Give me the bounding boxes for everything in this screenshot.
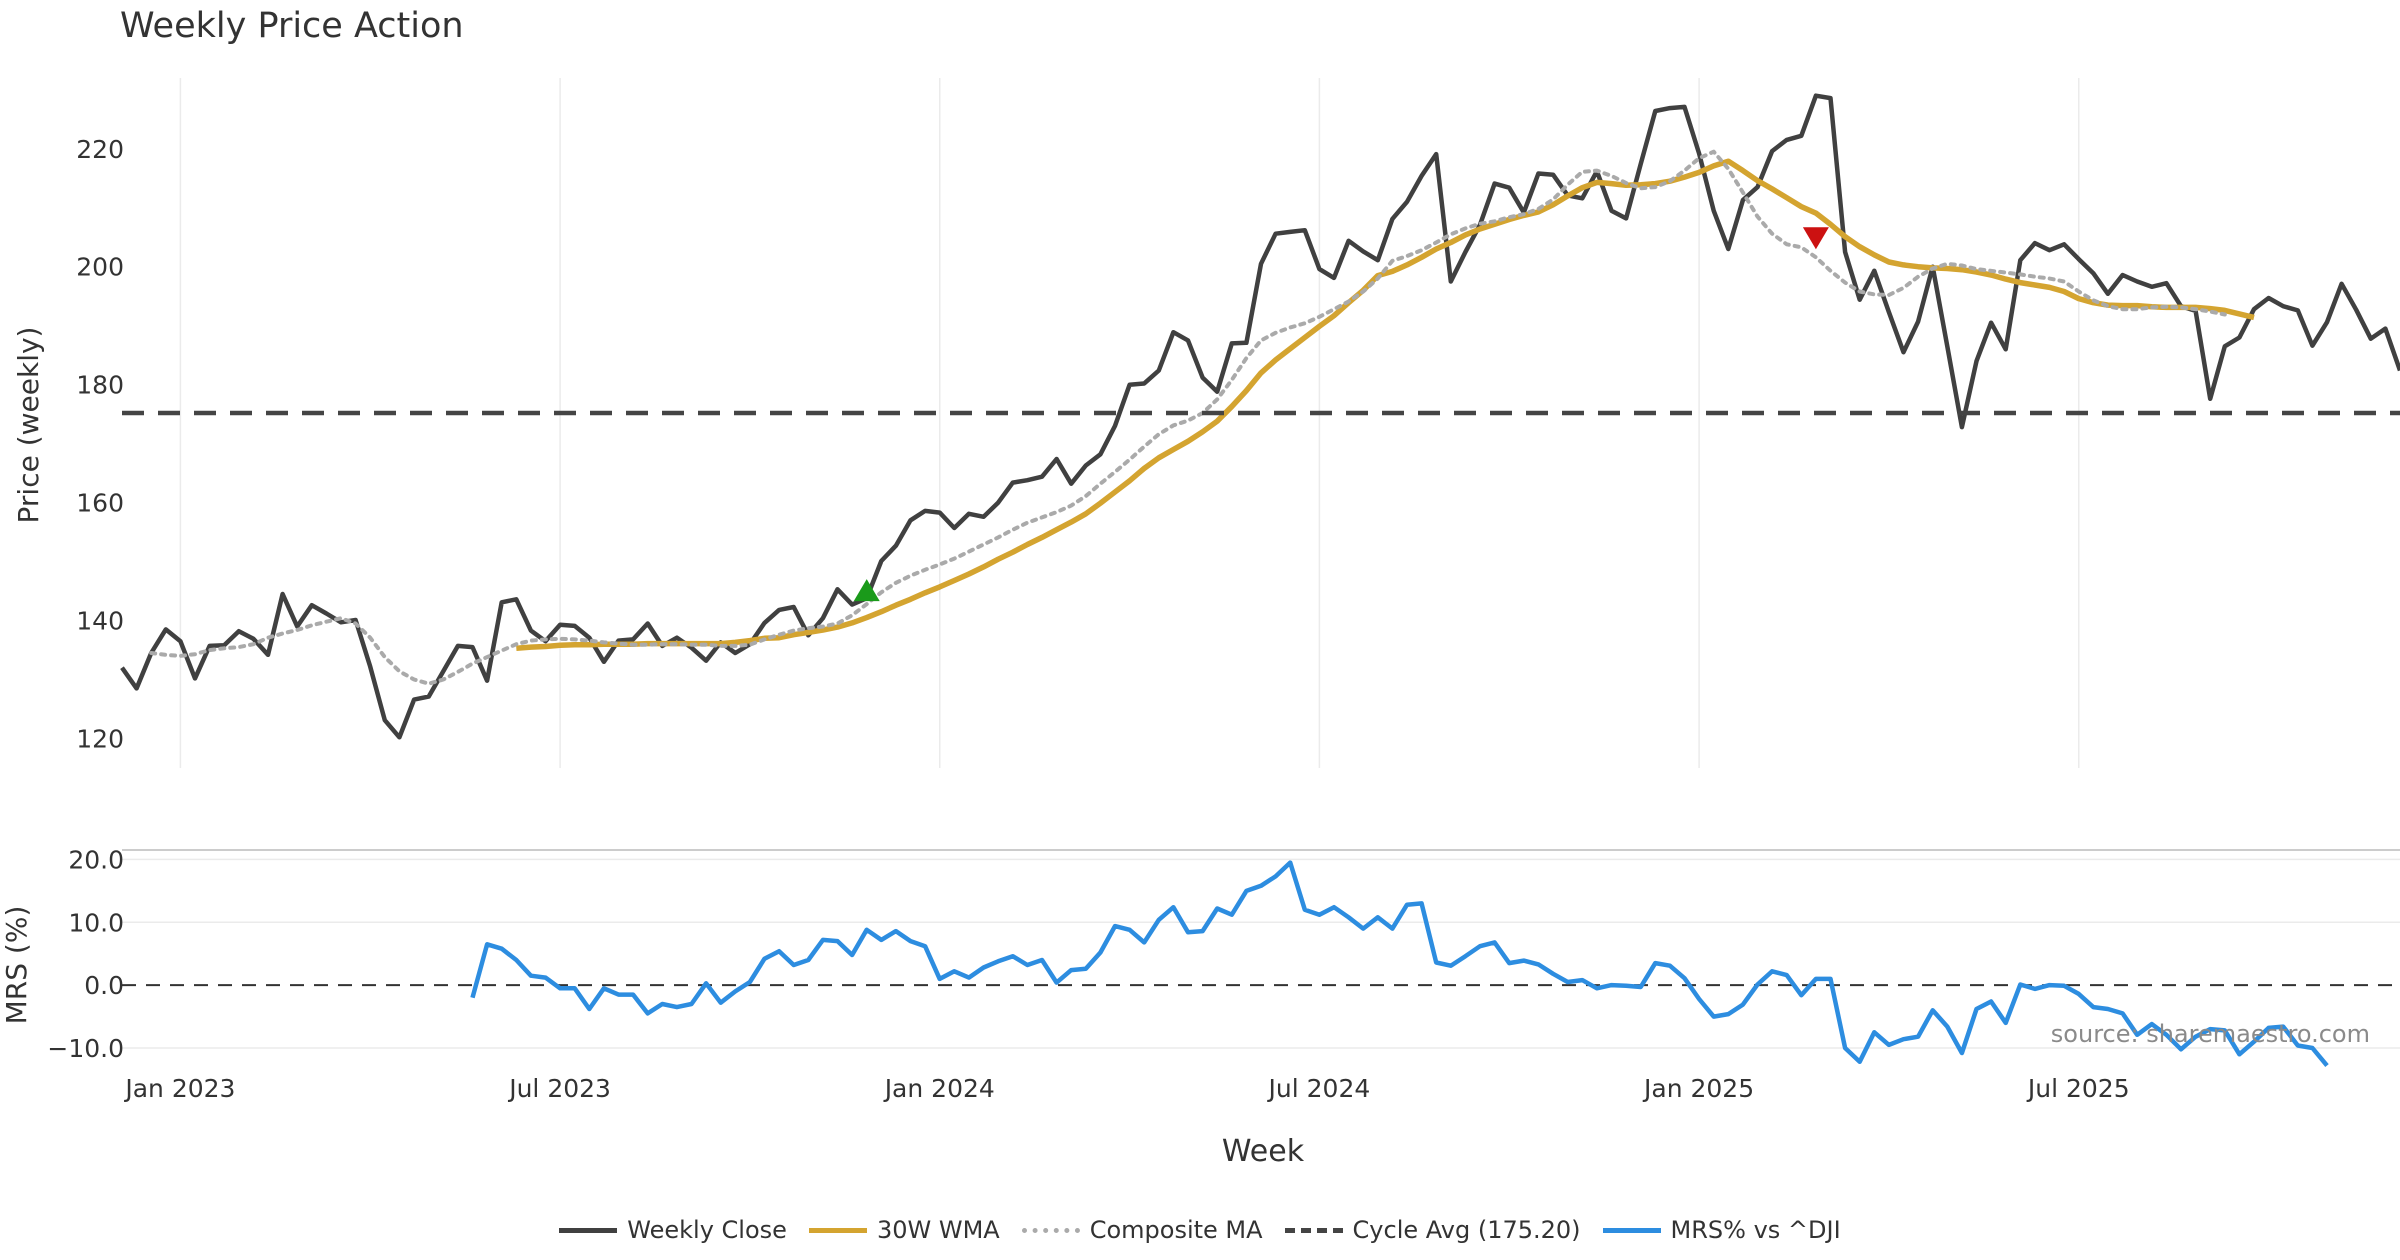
legend-swatch-mrs xyxy=(1602,1227,1661,1233)
x-tick-jan-2025: Jan 2025 xyxy=(1642,1074,1754,1103)
mrs-y-tick-1: 10.0 xyxy=(68,908,124,937)
x-tick-jul-2023: Jul 2023 xyxy=(507,1074,611,1103)
mrs-grid xyxy=(122,849,2400,1049)
legend-label-30w-wma: 30W WMA xyxy=(876,1216,1000,1244)
legend-label-mrs: MRS% vs ^DJI xyxy=(1670,1216,1841,1244)
mrs-y-tick-0: 20.0 xyxy=(68,845,124,874)
legend-label-composite-ma: Composite MA xyxy=(1089,1216,1263,1244)
x-tick-jul-2025: Jul 2025 xyxy=(2026,1074,2130,1103)
price-y-tick-180: 180 xyxy=(76,371,124,400)
legend-item-composite-ma: Composite MA xyxy=(1021,1216,1263,1244)
x-tick-jul-2024: Jul 2024 xyxy=(1267,1074,1371,1103)
series-composite-ma xyxy=(149,149,2227,686)
legend-swatch-weekly-close xyxy=(559,1227,618,1233)
price-y-axis-label: Price (weekly) xyxy=(12,327,45,524)
legend-item-mrs: MRS% vs ^DJI xyxy=(1602,1216,1841,1244)
price-y-tick-220: 220 xyxy=(76,135,124,164)
legend-label-cycle-avg: Cycle Avg (175.20) xyxy=(1352,1216,1581,1244)
legend-label-weekly-close: Weekly Close xyxy=(627,1216,787,1244)
mrs-y-axis-label: MRS (%) xyxy=(0,906,33,1025)
legend-item-cycle-avg: Cycle Avg (175.20) xyxy=(1284,1216,1581,1244)
series-30w-wma xyxy=(516,158,2255,652)
price-y-tick-120: 120 xyxy=(76,725,124,754)
chart-title: Weekly Price Action xyxy=(120,6,464,46)
legend-swatch-composite-ma xyxy=(1021,1227,1080,1233)
mrs-y-tick-3: −10.0 xyxy=(47,1034,124,1063)
x-axis-label: Week xyxy=(1222,1134,1305,1169)
legend-swatch-30w-wma xyxy=(808,1227,867,1233)
x-axis-ticks: Jan 2023 Jul 2023 Jan 2024 Jul 2024 Jan 2025… xyxy=(123,1074,2129,1103)
price-y-tick-160: 160 xyxy=(76,489,124,518)
mrs-y-tick-2: 0.0 xyxy=(84,971,124,1000)
mrs-y-ticks: 20.0 10.0 0.0 −10.0 xyxy=(47,845,124,1063)
sell-signal-marker xyxy=(1802,227,1829,250)
price-y-tick-200: 200 xyxy=(76,253,124,282)
legend: Weekly Close 30W WMA Composite MA Cycle … xyxy=(0,1210,2400,1250)
source-note: source: sharemaestro.com xyxy=(2050,1020,2370,1048)
series-weekly-close xyxy=(120,93,2400,740)
legend-swatch-cycle-avg xyxy=(1284,1227,1343,1233)
price-y-ticks: 120 140 160 180 200 220 xyxy=(76,135,124,754)
x-tick-jan-2023: Jan 2023 xyxy=(123,1074,235,1103)
buy-signal-marker xyxy=(853,579,880,602)
mrs-panel xyxy=(470,860,2329,1068)
legend-item-weekly-close: Weekly Close xyxy=(559,1216,787,1244)
legend-item-30w-wma: 30W WMA xyxy=(808,1216,1000,1244)
price-grid xyxy=(179,78,2080,768)
x-tick-jan-2024: Jan 2024 xyxy=(883,1074,995,1103)
price-panel xyxy=(120,93,2400,740)
series-mrs-vs-dji xyxy=(470,860,2329,1068)
price-y-tick-140: 140 xyxy=(76,607,124,636)
